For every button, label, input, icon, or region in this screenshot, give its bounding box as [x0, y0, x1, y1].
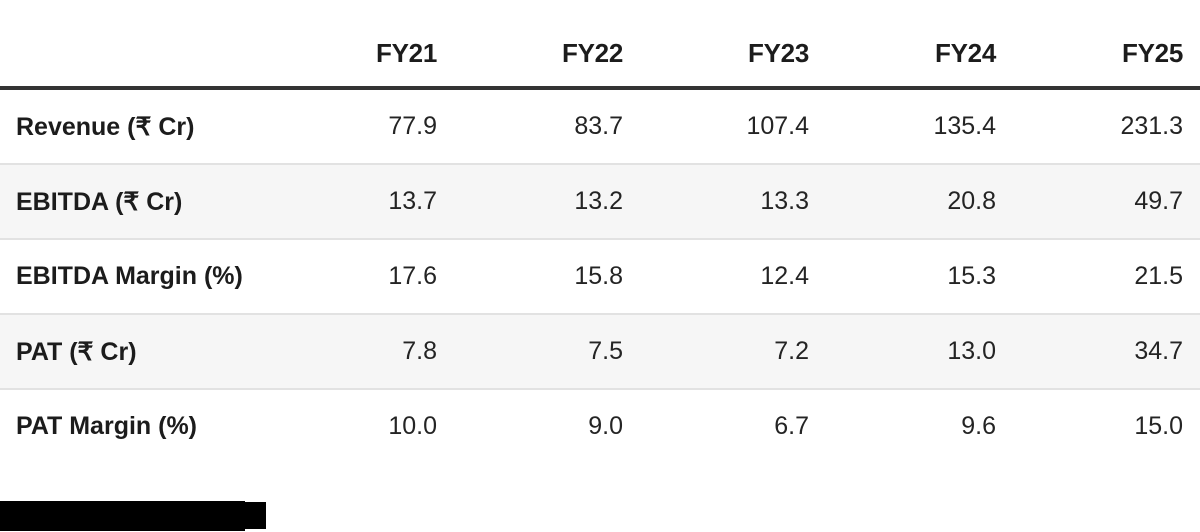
table-row-pat: PAT (₹ Cr) 7.8 7.5 7.2 13.0 34.7	[0, 314, 1200, 389]
row-label-pat-margin: PAT Margin (%)	[16, 412, 198, 440]
cell-value: 83.7	[574, 112, 623, 140]
corner-cell	[0, 0, 268, 90]
column-header-fy22: FY22	[454, 0, 640, 90]
cell-value: 13.7	[388, 187, 437, 215]
column-header-fy25: FY25	[1013, 0, 1200, 90]
cell-value: 17.6	[388, 262, 437, 290]
cell-value: 15.8	[574, 262, 623, 290]
table-row-pat-margin: PAT Margin (%) 10.0 9.0 6.7 9.6 15.0	[0, 389, 1200, 463]
cell-value: 34.7	[1134, 337, 1183, 365]
redacted-bar	[0, 501, 266, 531]
cell-value: 231.3	[1120, 112, 1183, 140]
column-header-fy21: FY21	[268, 0, 454, 90]
cell-value: 6.7	[774, 412, 809, 440]
column-header-fy24: FY24	[826, 0, 1013, 90]
row-label-ebitda-margin: EBITDA Margin (%)	[16, 262, 243, 290]
cell-value: 7.5	[588, 337, 623, 365]
cell-value: 12.4	[760, 262, 809, 290]
cell-value: 77.9	[388, 112, 437, 140]
table-header-row: FY21 FY22 FY23 FY24 FY25	[0, 0, 1200, 90]
row-label-pat: PAT (₹ Cr)	[16, 337, 137, 366]
financials-table: FY21 FY22 FY23 FY24 FY25 Revenue (₹ Cr) …	[0, 0, 1200, 463]
table-row-ebitda-margin: EBITDA Margin (%) 17.6 15.8 12.4 15.3 21…	[0, 239, 1200, 314]
row-label-ebitda: EBITDA (₹ Cr)	[16, 187, 183, 216]
cell-value: 9.0	[588, 412, 623, 440]
cell-value: 7.2	[774, 337, 809, 365]
cell-value: 15.0	[1134, 412, 1183, 440]
cell-value: 9.6	[961, 412, 996, 440]
redacted-bar-segment	[0, 501, 245, 531]
cell-value: 20.8	[947, 187, 996, 215]
cell-value: 10.0	[388, 412, 437, 440]
cell-value: 13.2	[574, 187, 623, 215]
cell-value: 15.3	[947, 262, 996, 290]
table-row-ebitda: EBITDA (₹ Cr) 13.7 13.2 13.3 20.8 49.7	[0, 164, 1200, 239]
redacted-bar-segment	[245, 502, 266, 529]
table-row-revenue: Revenue (₹ Cr) 77.9 83.7 107.4 135.4 231…	[0, 88, 1200, 164]
cell-value: 13.3	[760, 187, 809, 215]
cell-value: 107.4	[746, 112, 809, 140]
cell-value: 7.8	[402, 337, 437, 365]
cell-value: 135.4	[933, 112, 996, 140]
cell-value: 13.0	[947, 337, 996, 365]
row-label-revenue: Revenue (₹ Cr)	[16, 112, 195, 141]
cell-value: 21.5	[1134, 262, 1183, 290]
cell-value: 49.7	[1134, 187, 1183, 215]
column-header-fy23: FY23	[640, 0, 826, 90]
